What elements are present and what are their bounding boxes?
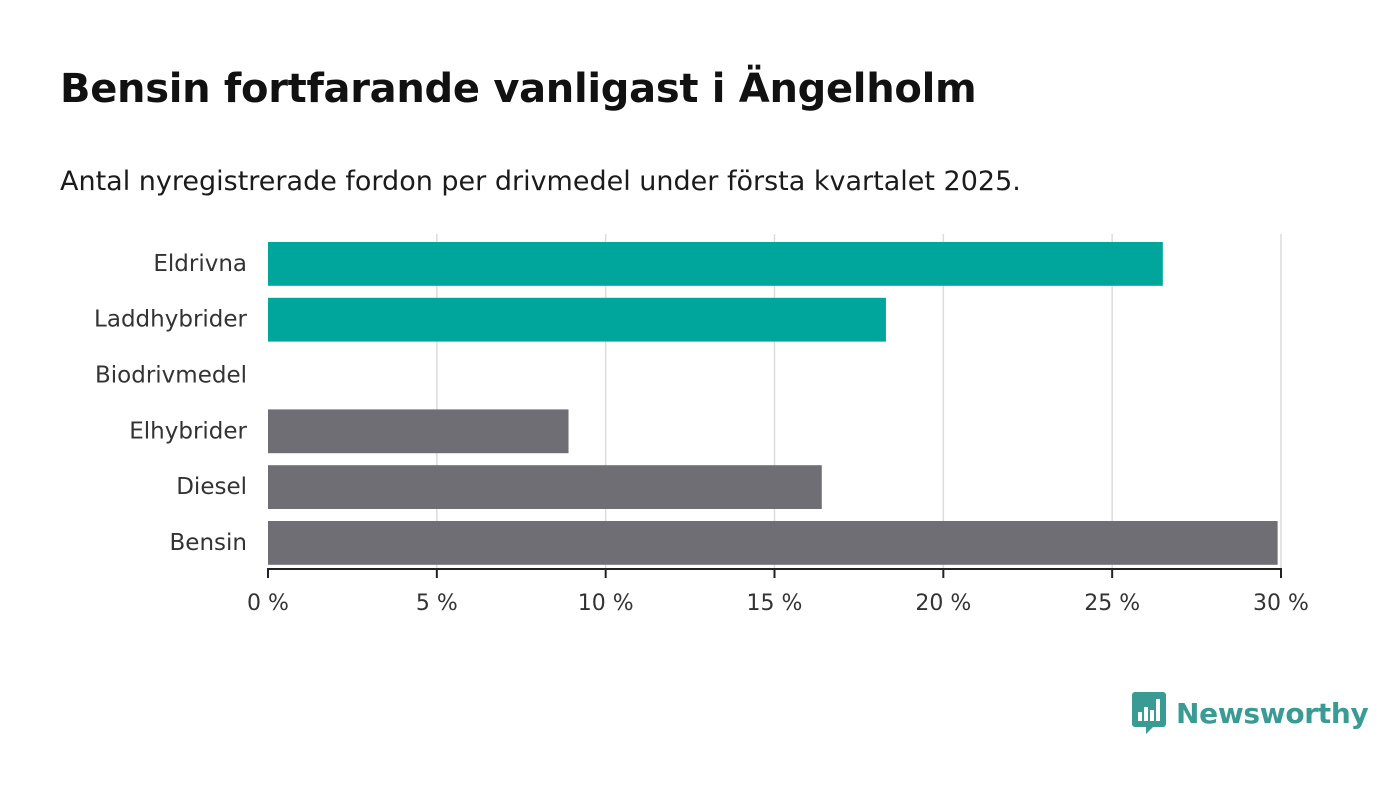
- bar: [268, 465, 822, 509]
- newsworthy-chat-bars-icon: [1132, 692, 1166, 734]
- x-tick-label: 0 %: [247, 591, 289, 616]
- bar: [268, 242, 1163, 286]
- category-label: Bensin: [170, 530, 247, 556]
- category-label: Laddhybrider: [94, 307, 247, 333]
- category-label: Biodrivmedel: [95, 363, 247, 389]
- bar: [268, 409, 569, 454]
- chart-title: Bensin fortfarande vanligast i Ängelholm: [60, 66, 977, 112]
- chart-subtitle: Antal nyregistrerade fordon per drivmede…: [60, 166, 1021, 197]
- x-tick-label: 15 %: [747, 591, 803, 616]
- bar: [268, 297, 886, 342]
- x-tick-label: 20 %: [915, 591, 971, 616]
- category-labels: Eldrivna Laddhybrider Biodrivmedel Elhybrid…: [94, 251, 247, 556]
- category-label: Elhybrider: [129, 418, 247, 444]
- newsworthy-logo: Newsworthy: [1132, 692, 1369, 734]
- x-tick-label: 30 %: [1253, 591, 1309, 616]
- bar: [268, 521, 1278, 565]
- x-tick-label: 5 %: [416, 591, 458, 616]
- gridlines: [436, 234, 1282, 568]
- x-axis: 0 % 5 % 10 % 15 % 20 % 25 % 30 %: [247, 568, 1309, 616]
- x-tick-label: 10 %: [578, 591, 634, 616]
- bars: [268, 242, 1278, 565]
- category-label: Diesel: [176, 474, 247, 500]
- x-tick-label: 25 %: [1084, 591, 1140, 616]
- brand-name: Newsworthy: [1176, 696, 1369, 730]
- category-label: Eldrivna: [153, 251, 247, 277]
